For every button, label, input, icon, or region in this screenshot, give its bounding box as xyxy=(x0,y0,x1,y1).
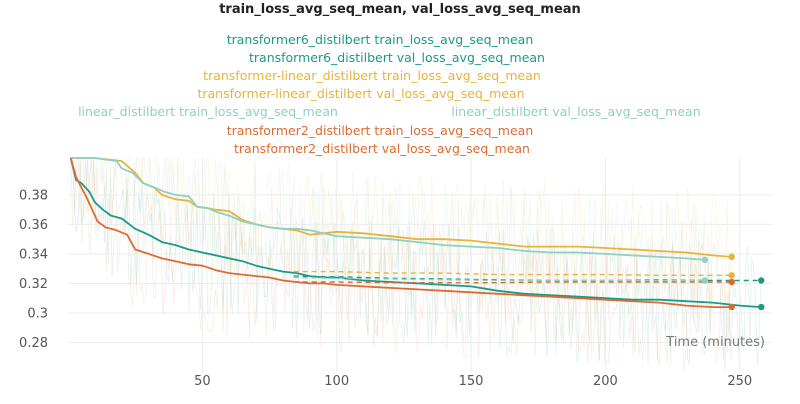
x-axis-label: Time (minutes) xyxy=(665,335,765,350)
series-end-marker-0 xyxy=(758,303,765,311)
series-line-0[interactable] xyxy=(69,157,762,308)
legend-entry[interactable]: transformer2_distilbert train_loss_avg_s… xyxy=(227,123,534,138)
raw-noise-band xyxy=(70,157,762,373)
grid xyxy=(68,158,772,372)
x-tick-label: 250 xyxy=(727,374,752,389)
legend-entry[interactable]: linear_distilbert val_loss_avg_seq_mean xyxy=(451,104,700,119)
axis-ticks: 0.28 0.3 0.32 0.34 0.36 0.38 50 100 150 200 250 xyxy=(19,188,752,389)
series-end-marker-4 xyxy=(701,256,709,264)
x-tick-label: 100 xyxy=(324,374,349,389)
legend-entry[interactable]: transformer-linear_distilbert val_loss_a… xyxy=(197,86,524,101)
x-tick-label: 200 xyxy=(593,374,618,389)
chart-title: train_loss_avg_seq_mean, val_loss_avg_se… xyxy=(219,2,581,17)
legend-entry[interactable]: transformer2_distilbert val_loss_avg_seq… xyxy=(234,141,530,156)
series-end-marker-7 xyxy=(728,278,735,286)
series-end-marker-1 xyxy=(758,277,765,284)
y-tick-label: 0.34 xyxy=(19,247,48,262)
x-tick-label: 50 xyxy=(194,374,211,389)
series-end-marker-3 xyxy=(728,272,735,279)
y-tick-label: 0.3 xyxy=(27,306,48,321)
series-line-2[interactable] xyxy=(70,157,732,258)
legend-entry[interactable]: linear_distilbert train_loss_avg_seq_mea… xyxy=(78,104,338,119)
legend-entry[interactable]: transformer6_distilbert train_loss_avg_s… xyxy=(227,32,534,47)
legend-entry[interactable]: transformer-linear_distilbert train_loss… xyxy=(203,68,541,83)
series-line-6[interactable] xyxy=(69,157,732,308)
legend-entry[interactable]: transformer6_distilbert val_loss_avg_seq… xyxy=(249,50,545,65)
series-end-marker-5 xyxy=(701,277,709,284)
x-tick-label: 150 xyxy=(459,374,484,389)
y-tick-label: 0.36 xyxy=(19,218,48,233)
series-end-marker-6 xyxy=(728,303,735,311)
y-tick-label: 0.28 xyxy=(19,336,48,351)
series-lines xyxy=(69,157,762,308)
series-end-markers xyxy=(701,253,765,311)
y-tick-label: 0.32 xyxy=(19,277,48,292)
series-line-4[interactable] xyxy=(70,157,705,261)
series-end-marker-2 xyxy=(728,253,735,261)
series-line-7[interactable] xyxy=(293,281,732,284)
chart-legend: transformer6_distilbert train_loss_avg_s… xyxy=(78,32,701,156)
y-tick-label: 0.38 xyxy=(19,188,48,203)
